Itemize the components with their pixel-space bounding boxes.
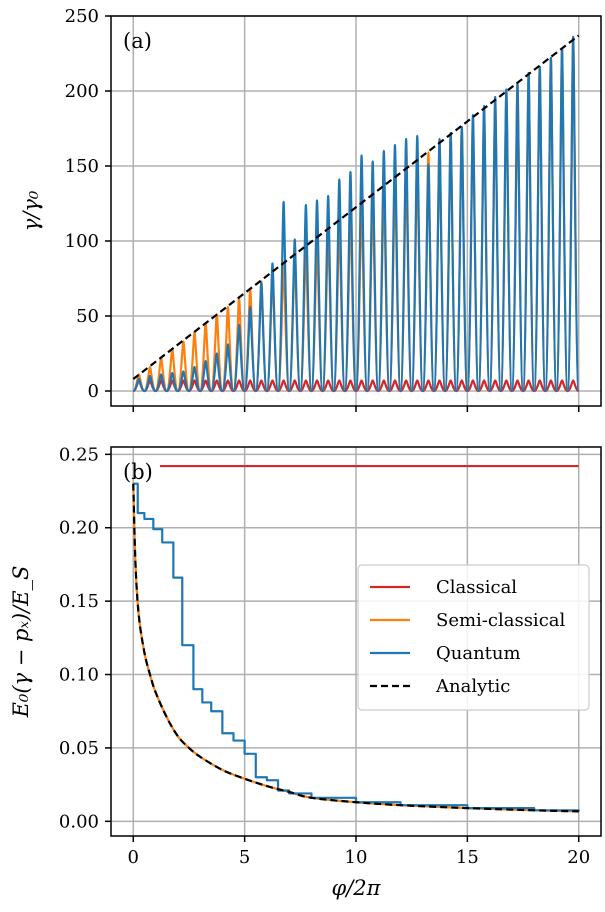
legend-label: Analytic — [435, 676, 510, 697]
y-tick-label: 150 — [65, 156, 99, 177]
legend-label: Classical — [436, 577, 517, 598]
y-tick-label: 0.10 — [59, 665, 99, 686]
series-analytic-line — [132, 483, 579, 813]
y-axis-label: γ/γ₀ — [19, 190, 43, 231]
series-quantum-line — [132, 35, 580, 393]
y-axis-label: E₀(γ − pₓ)/E_S — [9, 566, 33, 719]
legend-box — [357, 564, 590, 711]
y-tick-label: 0 — [88, 381, 99, 402]
x-tick-label: 10 — [345, 847, 368, 868]
x-axis-label: φ/2π — [332, 876, 382, 900]
x-tick-label: 20 — [567, 847, 590, 868]
panel-b: 0 5 10 15 20 0.00 0.05 0.10 0.15 0.20 0.25 E₀(γ − p… — [9, 444, 602, 900]
series-quantum-line — [133, 482, 580, 812]
series-group — [132, 34, 580, 393]
y-tick-label: 0.00 — [59, 811, 99, 832]
legend-label: Semi-classical — [436, 610, 566, 631]
y-tick-label: 0.15 — [59, 591, 99, 612]
x-tick-label: 15 — [456, 847, 479, 868]
y-tick-label: 200 — [65, 81, 99, 102]
y-tick-label: 50 — [76, 306, 99, 327]
y-tick-label: 0.20 — [59, 518, 99, 539]
panel-label: (a) — [123, 29, 152, 53]
y-tick-label: 0.05 — [59, 738, 99, 759]
legend-label: Quantum — [436, 643, 521, 664]
panel-label: (b) — [123, 460, 153, 484]
y-tick-label: 0.25 — [59, 444, 99, 465]
series-analytic-line — [132, 34, 580, 380]
x-tick-label: 0 — [128, 847, 139, 868]
panel-a: 0 50 100 150 200 250 γ/γ₀ (a) — [19, 6, 602, 412]
y-tick-label: 100 — [65, 231, 99, 252]
series-group — [132, 464, 580, 813]
x-tick-label: 5 — [239, 847, 250, 868]
y-tick-label: 250 — [65, 6, 99, 27]
